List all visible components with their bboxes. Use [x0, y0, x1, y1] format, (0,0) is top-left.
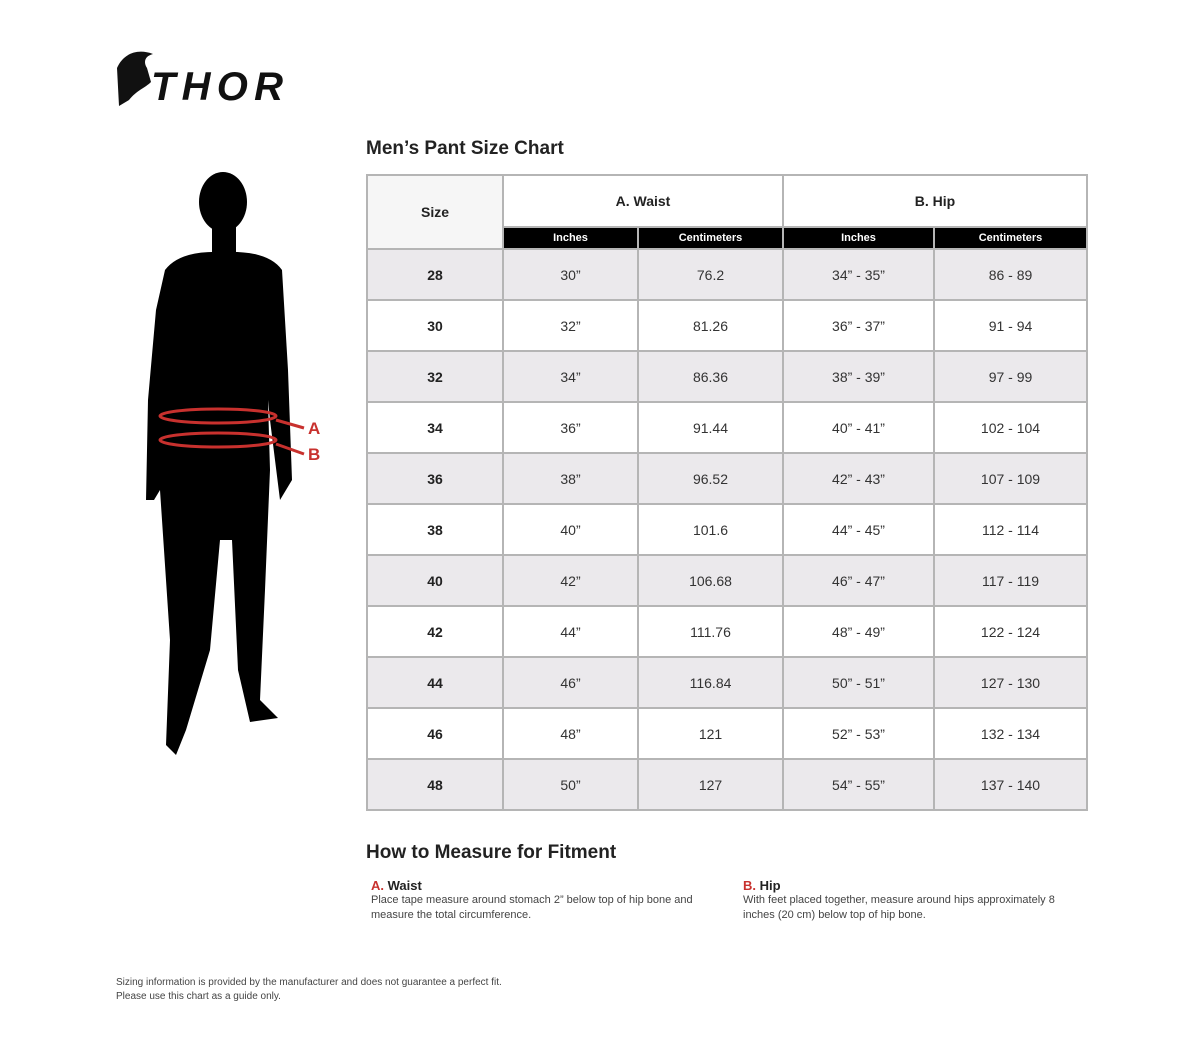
value-cell: 40” - 41”: [782, 401, 935, 454]
value-cell: 38” - 39”: [782, 350, 935, 403]
value-cell: 32”: [502, 299, 639, 352]
value-cell: 30”: [502, 248, 639, 301]
value-cell: 91 - 94: [932, 299, 1089, 352]
size-cell: 46: [366, 707, 504, 760]
value-cell: 40”: [502, 503, 639, 556]
table-row: 30 32” 81.26 36” - 37” 91 - 94: [366, 299, 1089, 352]
value-cell: 48” - 49”: [782, 605, 935, 658]
value-cell: 106.68: [637, 554, 784, 607]
value-cell: 102 - 104: [932, 401, 1089, 454]
value-cell: 44”: [502, 605, 639, 658]
value-cell: 36” - 37”: [782, 299, 935, 352]
size-cell: 30: [366, 299, 504, 352]
value-cell: 111.76: [637, 605, 784, 658]
value-cell: 36”: [502, 401, 639, 454]
page-title: Men’s Pant Size Chart: [366, 138, 564, 159]
value-cell: 86 - 89: [932, 248, 1089, 301]
value-cell: 112 - 114: [932, 503, 1089, 556]
value-cell: 121: [637, 707, 784, 760]
subheader: Centimeters: [637, 227, 784, 250]
subheader: Centimeters: [932, 227, 1089, 250]
value-cell: 44” - 45”: [782, 503, 935, 556]
size-header: Size: [366, 174, 504, 250]
value-cell: 127: [637, 758, 784, 811]
value-cell: 81.26: [637, 299, 784, 352]
value-cell: 34” - 35”: [782, 248, 935, 301]
size-table: Size A. Waist B. Hip Inches Centimeters …: [366, 174, 1089, 811]
value-cell: 97 - 99: [932, 350, 1089, 403]
value-cell: 122 - 124: [932, 605, 1089, 658]
size-cell: 32: [366, 350, 504, 403]
value-cell: 38”: [502, 452, 639, 505]
waist-header: A. Waist: [502, 174, 784, 228]
value-cell: 42”: [502, 554, 639, 607]
svg-text:THOR: THOR: [151, 65, 283, 108]
body-silhouette: A B: [146, 172, 320, 755]
hip-instructions: B. Hip With feet placed together, measur…: [743, 878, 1055, 921]
value-cell: 46” - 47”: [782, 554, 935, 607]
table-row: 42 44” 111.76 48” - 49” 122 - 124: [366, 605, 1089, 658]
subheader: Inches: [782, 227, 935, 250]
value-cell: 101.6: [637, 503, 784, 556]
waist-instructions: A. Waist Place tape measure around stoma…: [371, 878, 693, 921]
value-cell: 117 - 119: [932, 554, 1089, 607]
value-cell: 46”: [502, 656, 639, 709]
value-cell: 50”: [502, 758, 639, 811]
value-cell: 91.44: [637, 401, 784, 454]
value-cell: 137 - 140: [932, 758, 1089, 811]
svg-text:B: B: [308, 445, 320, 464]
size-cell: 34: [366, 401, 504, 454]
table-row: 48 50” 127 54” - 55” 137 - 140: [366, 758, 1089, 811]
value-cell: 116.84: [637, 656, 784, 709]
table-row: 36 38” 96.52 42” - 43” 107 - 109: [366, 452, 1089, 505]
value-cell: 96.52: [637, 452, 784, 505]
how-to-measure-title: How to Measure for Fitment: [366, 842, 617, 863]
value-cell: 48”: [502, 707, 639, 760]
size-cell: 48: [366, 758, 504, 811]
size-cell: 42: [366, 605, 504, 658]
table-row: 44 46” 116.84 50” - 51” 127 - 130: [366, 656, 1089, 709]
subheader: Inches: [502, 227, 639, 250]
table-row: 34 36” 91.44 40” - 41” 102 - 104: [366, 401, 1089, 454]
value-cell: 52” - 53”: [782, 707, 935, 760]
value-cell: 50” - 51”: [782, 656, 935, 709]
hip-header: B. Hip: [781, 174, 1089, 228]
table-row: 38 40” 101.6 44” - 45” 112 - 114: [366, 503, 1089, 556]
table-row: 28 30” 76.2 34” - 35” 86 - 89: [366, 248, 1089, 301]
size-cell: 40: [366, 554, 504, 607]
table-row: 46 48” 121 52” - 53” 132 - 134: [366, 707, 1089, 760]
svg-text:A: A: [308, 419, 320, 438]
value-cell: 42” - 43”: [782, 452, 935, 505]
value-cell: 76.2: [637, 248, 784, 301]
size-cell: 44: [366, 656, 504, 709]
disclaimer: Sizing information is provided by the ma…: [116, 977, 502, 1002]
value-cell: 132 - 134: [932, 707, 1089, 760]
value-cell: 34”: [502, 350, 639, 403]
table-row: 40 42” 106.68 46” - 47” 117 - 119: [366, 554, 1089, 607]
size-cell: 38: [366, 503, 504, 556]
table-row: 32 34” 86.36 38” - 39” 97 - 99: [366, 350, 1089, 403]
size-cell: 36: [366, 452, 504, 505]
value-cell: 86.36: [637, 350, 784, 403]
value-cell: 107 - 109: [932, 452, 1089, 505]
size-cell: 28: [366, 248, 504, 301]
value-cell: 127 - 130: [932, 656, 1089, 709]
thor-logo: THOR: [117, 51, 283, 108]
value-cell: 54” - 55”: [782, 758, 935, 811]
